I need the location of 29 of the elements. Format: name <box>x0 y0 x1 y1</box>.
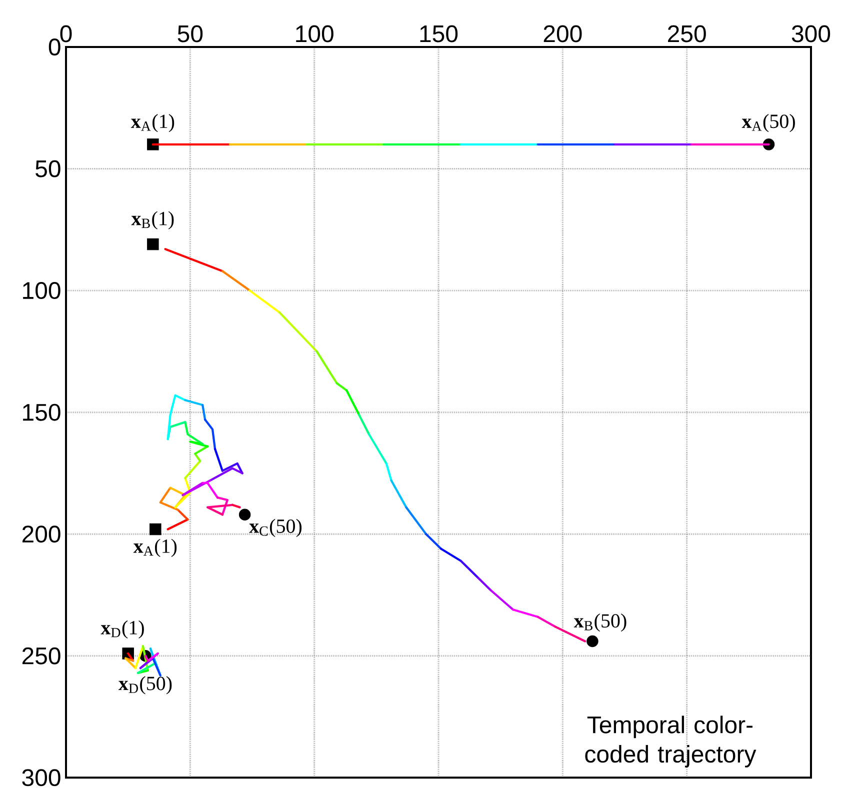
point <box>238 508 251 520</box>
x-tick-label: 200 <box>544 25 582 42</box>
y-tick-label: 150 <box>23 404 60 421</box>
x-tick-label: 100 <box>296 25 334 42</box>
annotation: x$_{B}$(50) <box>574 614 626 632</box>
point <box>147 238 159 250</box>
y-tick-label: 250 <box>22 647 60 664</box>
annotation: x$_{B}$(1) <box>131 211 174 230</box>
line-series <box>166 394 186 440</box>
x-tick-label: 0 <box>60 25 72 42</box>
point <box>147 138 159 150</box>
annotation: x$_{C}$(50) <box>249 518 302 538</box>
y-tick-label: 200 <box>22 526 60 543</box>
annotation: x$_{D}$(1) <box>100 620 144 639</box>
annotation: x$_{A}$(50) <box>742 114 795 132</box>
x-tick-label: 250 <box>668 25 706 42</box>
point <box>150 523 162 536</box>
annotation: x$_{D}$(50) <box>118 676 172 694</box>
y-tick-label: 300 <box>22 769 60 786</box>
annotation: x$_{A}$(1) <box>130 114 174 132</box>
x-tick-label: 300 <box>792 25 830 42</box>
y-tick-label: 50 <box>36 160 60 178</box>
y-tick-label: 100 <box>23 282 60 300</box>
x-tick-label: 50 <box>178 25 203 42</box>
x-tick-label: 150 <box>420 25 458 42</box>
y-tick-label: 0 <box>48 38 60 56</box>
annotation: x$_{A}$(1) <box>133 538 177 557</box>
point <box>586 635 598 648</box>
annotation: Temporal color-coded trajectory <box>585 716 756 768</box>
